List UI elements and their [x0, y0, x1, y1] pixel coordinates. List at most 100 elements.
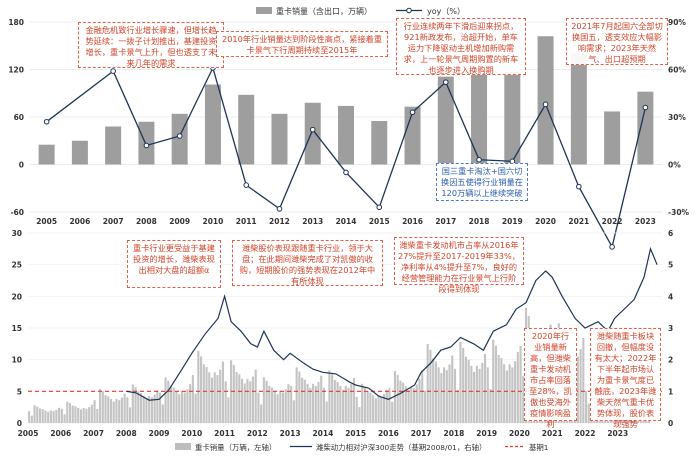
top-x-tick: 2020	[535, 217, 556, 226]
monthly-bar	[109, 398, 113, 423]
annotation-top-a: 金融危机致行业增长骤速，但增长趋势延续：一拨子计划推出，基建投资增长，重卡景气上…	[78, 22, 224, 68]
monthly-bar	[492, 339, 495, 423]
monthly-bar	[339, 385, 342, 423]
monthly-bar	[514, 361, 517, 423]
monthly-bar	[216, 375, 219, 423]
monthly-bar	[194, 393, 197, 423]
legend-swatch-monthly-sales	[175, 443, 191, 450]
monthly-bar	[314, 385, 317, 423]
monthly-bar	[503, 364, 506, 423]
monthly-bar	[79, 409, 83, 423]
bottom-right-axis-ticks: 0 1 2 3 4 5 6	[668, 229, 673, 428]
monthly-bar	[30, 415, 33, 423]
monthly-bar	[93, 400, 96, 423]
monthly-bar	[391, 401, 394, 423]
top-x-tick: 2012	[269, 217, 290, 226]
monthly-bar	[205, 367, 208, 423]
bar-sales-2020	[537, 36, 554, 165]
monthly-bar	[347, 387, 350, 423]
monthly-bar	[60, 408, 63, 423]
monthly-bar	[341, 389, 345, 423]
annotation-bottom-e: 潍柴随重卡板块回撤，但幅度没有太大；2022年下半年起市场认为重卡景气度已触底，…	[590, 328, 661, 429]
monthly-bar	[189, 384, 192, 423]
bar-sales-2010	[204, 84, 221, 165]
monthly-bar	[333, 380, 336, 423]
bottom-right-tick: 3	[668, 324, 673, 333]
top-x-tick: 2019	[502, 217, 523, 226]
bottom-left-tick: 5	[17, 387, 22, 396]
monthly-bar	[295, 367, 298, 423]
top-right-tick: 90%	[668, 18, 686, 27]
bottom-x-tick: 2010	[181, 429, 202, 438]
monthly-bar	[489, 389, 492, 423]
monthly-bar	[336, 381, 339, 423]
monthly-bar	[511, 367, 514, 423]
bar-sales-2018	[471, 74, 488, 165]
monthly-bar	[473, 371, 476, 423]
monthly-bar	[287, 384, 290, 423]
top-x-tick: 2010	[203, 217, 224, 226]
bottom-weichai-line	[126, 246, 658, 401]
yoy-point-2005	[43, 118, 50, 125]
monthly-bar	[478, 368, 481, 423]
bottom-x-tick: 2017	[411, 429, 432, 438]
monthly-bar	[265, 380, 268, 423]
monthly-bar	[410, 386, 413, 423]
monthly-bar	[49, 410, 52, 423]
top-x-tick: 2007	[103, 217, 124, 226]
monthly-bar	[483, 353, 487, 423]
monthly-bar	[224, 381, 227, 423]
monthly-bar	[464, 356, 467, 423]
monthly-bar	[372, 395, 375, 423]
top-right-tick: -30%	[668, 208, 690, 217]
monthly-bar	[28, 411, 31, 423]
bottom-x-tick: 2012	[247, 429, 268, 438]
top-left-tick: -60	[10, 208, 24, 217]
top-x-tick: 2009	[169, 217, 190, 226]
bottom-left-tick: 30	[12, 229, 22, 238]
monthly-bar	[415, 384, 418, 423]
monthly-bar	[519, 346, 522, 423]
monthly-bar	[423, 390, 427, 423]
legend-label-sales: 重卡销量（含出口，万辆）	[276, 6, 372, 16]
bottom-x-tick: 2008	[116, 429, 137, 438]
monthly-bar	[238, 374, 241, 423]
top-x-tick: 2015	[369, 217, 390, 226]
annotation-bottom-a: 重卡行业更受益于基建投资的增长，潍柴表现出相对大盘的超额α	[127, 240, 221, 288]
monthly-bar	[208, 372, 211, 423]
bottom-right-tick: 6	[668, 229, 673, 238]
monthly-bar	[33, 405, 36, 423]
monthly-bar	[396, 374, 399, 423]
monthly-bar	[137, 391, 140, 423]
monthly-bar	[366, 391, 369, 423]
bar-sales-2011	[238, 94, 255, 165]
monthly-bar	[58, 407, 61, 423]
top-x-axis-ticks: 2005 2006 2007 2008 2009 2010 2011 2012 2013 2014…	[36, 217, 656, 226]
monthly-bar	[167, 380, 170, 423]
top-x-tick: 2017	[435, 217, 456, 226]
monthly-bar	[432, 358, 435, 423]
yoy-point-2013	[309, 126, 316, 133]
monthly-bar	[246, 378, 249, 423]
monthly-bar	[279, 390, 282, 423]
bottom-x-tick: 2020	[509, 429, 530, 438]
monthly-bar	[325, 401, 328, 423]
monthly-bar	[516, 351, 519, 423]
bottom-x-axis-ticks: 2005 2006 2007 2008 2009 2010 2011 2012 2013 2014…	[18, 429, 629, 438]
monthly-bar	[311, 383, 315, 423]
monthly-bar	[585, 391, 588, 423]
legend-swatch-sales	[256, 7, 272, 14]
monthly-bar	[273, 390, 276, 423]
monthly-bar	[440, 373, 443, 423]
bottom-right-tick: 5	[668, 261, 673, 270]
bar-sales-2016	[404, 106, 421, 165]
monthly-bar	[358, 407, 361, 423]
top-yoy-line	[43, 65, 649, 250]
monthly-bar	[159, 392, 162, 423]
top-x-tick: 2023	[635, 217, 656, 226]
monthly-bar	[421, 370, 424, 423]
monthly-bar	[268, 385, 271, 423]
monthly-bar	[587, 403, 590, 423]
bar-sales-2015	[371, 120, 388, 165]
bar-sales-2022	[604, 111, 621, 165]
